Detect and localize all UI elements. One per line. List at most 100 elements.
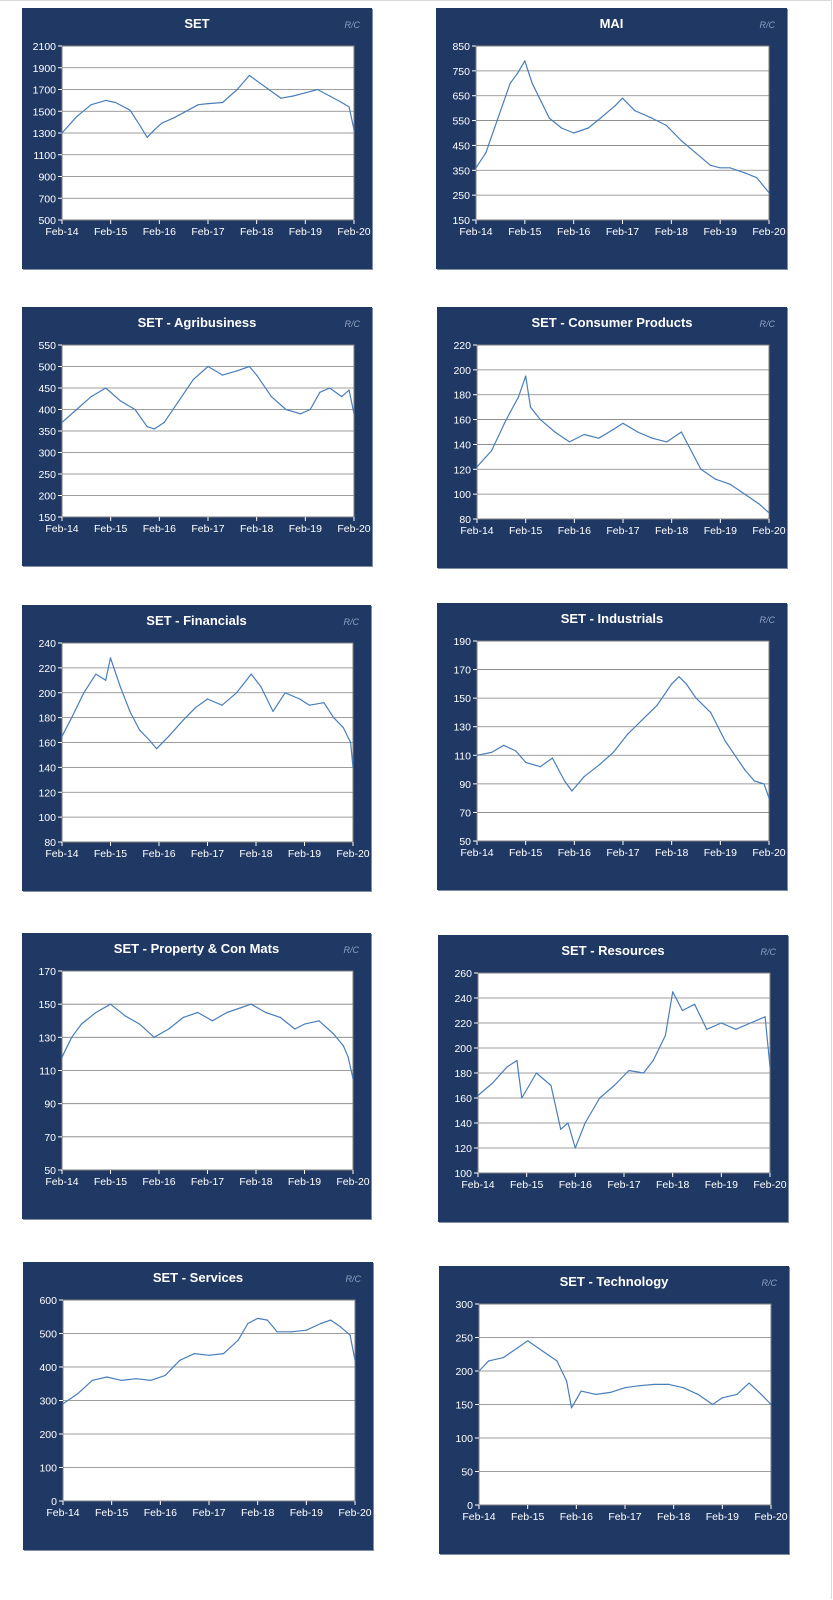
data-point <box>299 413 302 415</box>
chart-panel-set-consumer-products: SET - Consumer Products R/C 80 100 120 140 160… <box>437 307 787 568</box>
x-tick-label: Feb-20 <box>754 1511 787 1523</box>
data-point <box>139 1023 141 1025</box>
data-point <box>339 1326 341 1328</box>
data-point <box>109 1003 112 1005</box>
data-point <box>164 1374 166 1376</box>
x-tick-label: Feb-20 <box>337 523 370 535</box>
data-point <box>223 1353 225 1355</box>
data-point <box>299 698 301 700</box>
data-point <box>153 428 156 430</box>
data-point <box>541 1350 543 1352</box>
y-tick-label: 150 <box>455 1400 473 1412</box>
y-tick-label: 240 <box>454 993 472 1005</box>
chart-svg-set-technology: SET - Technology R/C 0 50 100 150 200 250 300 Feb… <box>455 1274 787 1523</box>
data-point <box>350 741 352 744</box>
data-point <box>207 103 209 105</box>
data-point <box>639 1385 641 1387</box>
data-point <box>556 1360 558 1362</box>
y-tick-label: 650 <box>452 91 470 103</box>
data-point <box>76 116 78 118</box>
y-tick-label: 140 <box>38 762 56 774</box>
data-point <box>256 374 258 376</box>
chart-panel-set-resources: SET - Resources R/C 100 120 140 160 180 200 220 2… <box>438 935 788 1222</box>
data-point <box>266 1319 268 1321</box>
x-tick-label: Feb-19 <box>704 847 737 859</box>
chart-title: SET - Services <box>153 1270 243 1285</box>
source-mark: R/C <box>345 20 361 30</box>
data-point <box>734 754 736 756</box>
data-point <box>612 751 614 753</box>
data-point <box>566 1380 568 1382</box>
y-tick-label: 220 <box>38 663 56 675</box>
data-point <box>598 764 600 766</box>
x-tick-label: Feb-14 <box>45 848 78 860</box>
y-tick-label: 600 <box>39 1295 57 1307</box>
data-point <box>304 92 306 94</box>
y-tick-label: 1100 <box>33 150 56 162</box>
x-tick-label: Feb-18 <box>239 848 272 860</box>
y-tick-label: 1700 <box>33 85 57 97</box>
data-point <box>744 493 746 495</box>
x-tick-label: Feb-15 <box>511 1511 544 1523</box>
data-point <box>279 1016 281 1018</box>
y-tick-label: 190 <box>453 636 471 648</box>
y-tick-label: 350 <box>38 426 56 438</box>
data-point <box>353 129 355 131</box>
y-tick-label: 500 <box>39 1329 57 1341</box>
data-point <box>664 1034 666 1037</box>
data-point <box>485 152 487 154</box>
y-tick-label: 550 <box>452 116 470 128</box>
data-point <box>348 106 350 108</box>
chart-title: SET - Technology <box>560 1274 670 1289</box>
chart-svg-set-services: SET - Services R/C 0 100 200 300 400 500 600 Feb-… <box>39 1270 371 1519</box>
x-tick-label: Feb-15 <box>509 525 542 537</box>
data-point <box>488 1360 490 1362</box>
y-tick-label: 1300 <box>33 128 57 140</box>
y-tick-label: 350 <box>452 165 470 177</box>
data-point <box>333 717 335 719</box>
x-tick-label: Feb-19 <box>289 226 322 238</box>
data-point <box>257 1317 259 1319</box>
x-tick-label: Feb-16 <box>558 525 591 537</box>
chart-svg-set-property-con-mats: SET - Property & Con Mats R/C 50 70 90 110 130… <box>38 941 369 1188</box>
data-point <box>308 704 310 706</box>
data-point <box>497 117 499 119</box>
data-point <box>666 441 668 443</box>
data-point <box>129 710 131 712</box>
data-point <box>250 673 252 675</box>
x-tick-label: Feb-20 <box>336 848 369 860</box>
data-point <box>285 408 287 411</box>
data-point <box>554 431 556 433</box>
x-tick-label: Feb-17 <box>608 1511 641 1523</box>
x-tick-label: Feb-17 <box>606 226 639 238</box>
x-tick-label: Feb-17 <box>606 525 639 537</box>
data-point <box>538 97 541 99</box>
y-tick-label: 140 <box>453 439 471 451</box>
data-point <box>634 110 636 112</box>
data-point <box>80 1023 82 1025</box>
y-tick-label: 2100 <box>33 41 57 53</box>
y-tick-label: 160 <box>453 415 471 427</box>
chart-title: SET - Industrials <box>561 611 664 626</box>
data-point <box>61 735 63 737</box>
data-point <box>768 192 770 194</box>
data-point <box>516 1059 518 1062</box>
x-tick-label: Feb-16 <box>144 1507 177 1519</box>
x-tick-label: Feb-16 <box>143 226 176 238</box>
data-point <box>119 685 121 688</box>
data-point <box>207 365 209 368</box>
data-point <box>61 132 63 134</box>
data-point <box>517 396 519 398</box>
data-point <box>352 1078 354 1080</box>
y-tick-label: 130 <box>38 1032 56 1044</box>
y-tick-label: 450 <box>38 383 56 395</box>
y-tick-label: 160 <box>38 738 56 750</box>
data-point <box>729 167 731 169</box>
data-point <box>763 783 765 785</box>
y-tick-label: 90 <box>459 779 471 791</box>
data-point <box>105 387 107 389</box>
data-point <box>248 365 250 368</box>
data-point <box>247 1322 249 1325</box>
data-point <box>236 692 238 694</box>
chart-title: SET <box>184 16 209 31</box>
